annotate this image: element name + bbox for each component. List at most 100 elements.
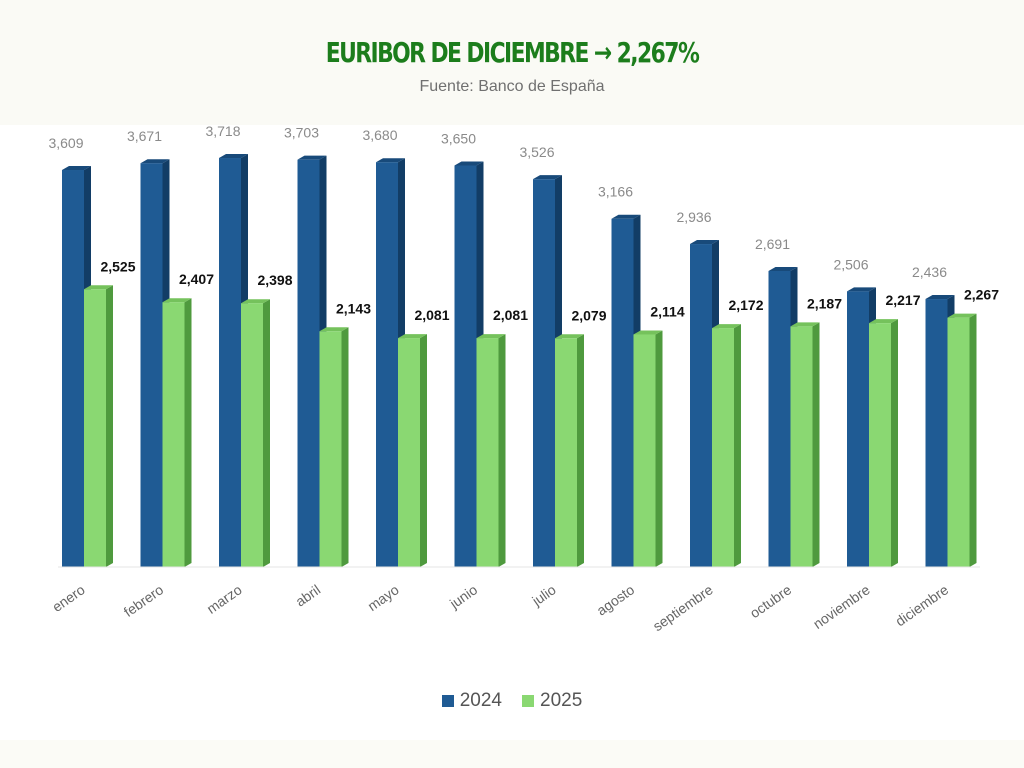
chart-legend: 2024 2025 — [0, 690, 1024, 712]
bar-side-2025-agosto — [655, 330, 663, 567]
bar-2024-febrero — [140, 163, 163, 567]
legend-label-2024: 2024 — [459, 690, 502, 711]
bar-2025-enero — [84, 289, 106, 567]
data-label-2025-octubre: 2,187 — [807, 295, 842, 311]
data-label-2024-septiembre: 2,936 — [676, 209, 711, 225]
bar-2025-octubre — [790, 326, 813, 567]
bar-2024-enero — [62, 170, 84, 567]
bar-side-2025-septiembre — [734, 324, 741, 567]
bar-side-2025-noviembre — [891, 319, 898, 567]
bar-top-2024-febrero — [140, 159, 170, 164]
category-label-febrero: febrero — [121, 581, 167, 620]
bar-top-2025-diciembre — [947, 313, 977, 318]
bar-top-2025-abril — [319, 327, 349, 332]
legend-label-2025: 2025 — [540, 690, 583, 711]
category-label-septiembre: septiembre — [650, 581, 716, 634]
bar-top-2024-noviembre — [847, 287, 876, 292]
bar-top-2025-julio — [555, 334, 584, 339]
data-label-2024-julio: 3,526 — [519, 144, 554, 160]
bar-top-2024-agosto — [611, 214, 641, 219]
data-label-2024-abril: 3,703 — [284, 125, 319, 141]
legend-item-2025: 2025 — [522, 690, 582, 712]
bar-top-2024-octubre — [768, 266, 798, 271]
bar-2024-noviembre — [847, 291, 869, 567]
data-label-2025-mayo: 2,081 — [414, 307, 449, 323]
chart-title: EURIBOR DE DICIEMBRE → 2,267% — [325, 36, 700, 69]
bar-side-2025-febrero — [184, 298, 192, 567]
category-label-noviembre: noviembre — [810, 581, 873, 632]
category-label-diciembre: diciembre — [892, 581, 951, 629]
bar-side-2025-octubre — [812, 322, 820, 567]
data-label-2024-agosto: 3,166 — [598, 184, 633, 200]
legend-swatch-2025 — [522, 695, 534, 707]
bar-2025-agosto — [633, 334, 656, 567]
legend-item-2024: 2024 — [441, 690, 502, 712]
bar-2024-agosto — [611, 218, 634, 568]
bar-2024-mayo — [376, 162, 398, 567]
chart-header: EURIBOR DE DICIEMBRE → 2,267% Fuente: Ba… — [0, 0, 1024, 125]
bar-top-2025-septiembre — [712, 324, 741, 329]
data-label-2024-enero: 3,609 — [48, 135, 83, 151]
data-label-2025-junio: 2,081 — [493, 307, 528, 323]
data-label-2025-diciembre: 2,267 — [964, 287, 999, 303]
bar-top-2024-enero — [62, 166, 91, 171]
bar-top-2025-enero — [84, 285, 113, 290]
category-label-enero: enero — [49, 581, 88, 615]
bar-side-2025-mayo — [420, 334, 427, 567]
bar-2025-abril — [319, 331, 342, 567]
bar-2025-diciembre — [947, 317, 970, 567]
bar-2024-diciembre — [925, 299, 948, 567]
bar-2025-febrero — [162, 302, 185, 567]
bar-2024-octubre — [768, 270, 791, 567]
bar-2024-junio — [454, 165, 477, 567]
bar-2025-marzo — [241, 303, 263, 567]
category-label-abril: abril — [292, 581, 323, 609]
data-label-2025-agosto: 2,114 — [650, 303, 684, 319]
data-label-2024-diciembre: 2,436 — [912, 264, 947, 280]
category-label-mayo: mayo — [365, 581, 402, 614]
bar-2025-noviembre — [869, 323, 891, 567]
bar-2024-marzo — [219, 158, 241, 567]
bar-top-2025-marzo — [241, 299, 270, 304]
data-label-2025-julio: 2,079 — [571, 307, 606, 323]
data-label-2024-octubre: 2,691 — [755, 236, 790, 252]
bar-2025-julio — [555, 338, 577, 567]
data-label-2025-noviembre: 2,217 — [885, 292, 920, 308]
bar-2025-junio — [476, 338, 499, 567]
bar-top-2024-marzo — [219, 154, 248, 159]
data-label-2024-marzo: 3,718 — [205, 123, 240, 139]
data-label-2025-febrero: 2,407 — [179, 271, 214, 287]
bar-side-2025-marzo — [263, 299, 270, 567]
bar-side-2025-enero — [106, 285, 113, 567]
bar-top-2024-junio — [454, 161, 484, 166]
bar-top-2024-abril — [297, 155, 327, 160]
data-label-2025-enero: 2,525 — [100, 258, 135, 274]
category-label-junio: junio — [446, 581, 480, 612]
bar-side-2025-junio — [498, 334, 506, 567]
bar-top-2025-agosto — [633, 330, 663, 335]
category-label-marzo: marzo — [204, 581, 245, 617]
data-label-2024-febrero: 3,671 — [127, 128, 162, 144]
bar-side-2025-diciembre — [969, 313, 977, 567]
bar-top-2025-junio — [476, 334, 506, 339]
data-label-2024-mayo: 3,680 — [362, 127, 397, 143]
bar-side-2025-julio — [577, 334, 584, 567]
data-label-2025-abril: 2,143 — [336, 300, 371, 316]
bar-top-2024-julio — [533, 175, 562, 180]
data-label-2025-septiembre: 2,172 — [728, 297, 763, 313]
category-label-julio: julio — [528, 581, 559, 609]
bar-top-2024-mayo — [376, 158, 405, 163]
bar-top-2024-diciembre — [925, 295, 955, 300]
bar-2024-julio — [533, 179, 555, 567]
legend-swatch-2024 — [441, 695, 454, 707]
chart-subtitle: Fuente: Banco de España — [419, 78, 605, 95]
category-label-octubre: octubre — [747, 581, 795, 621]
bar-side-2025-abril — [341, 327, 349, 567]
bar-2024-septiembre — [690, 244, 712, 568]
bar-top-2025-noviembre — [869, 319, 898, 324]
bar-top-2024-septiembre — [690, 240, 719, 245]
data-label-2024-junio: 3,650 — [441, 131, 476, 147]
category-label-agosto: agosto — [594, 581, 638, 618]
bar-top-2025-febrero — [162, 298, 192, 303]
